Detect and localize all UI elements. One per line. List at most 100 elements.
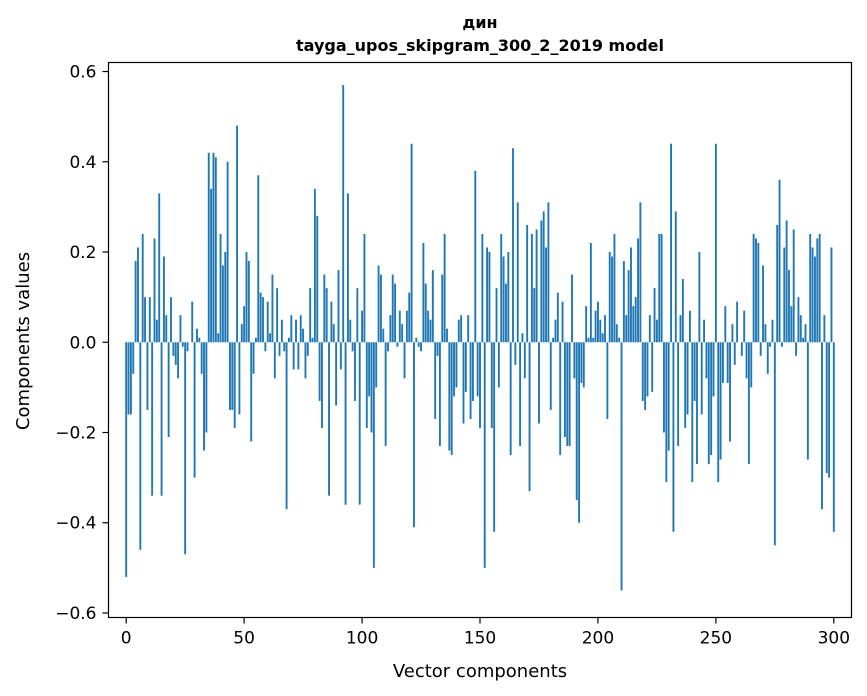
y-tick-label: −0.4 <box>55 514 96 534</box>
bar-110 <box>384 342 387 447</box>
bar-52 <box>247 261 250 343</box>
bar-253 <box>722 342 724 383</box>
bar-204 <box>606 342 609 419</box>
bar-170 <box>526 224 529 343</box>
bar-28 <box>191 301 194 343</box>
bar-171 <box>528 342 531 492</box>
bar-84 <box>323 274 326 343</box>
bar-5 <box>137 247 139 343</box>
bar-115 <box>396 342 399 347</box>
bar-206 <box>611 256 614 343</box>
bar-134 <box>441 274 444 343</box>
bar-59 <box>264 342 267 352</box>
bar-272 <box>766 342 769 374</box>
bar-179 <box>547 202 550 343</box>
bar-7 <box>141 233 144 343</box>
bar-136 <box>446 328 448 343</box>
bar-262 <box>743 310 746 343</box>
bar-143 <box>462 342 465 424</box>
bar-22 <box>177 342 180 379</box>
bar-174 <box>535 229 538 343</box>
bar-2 <box>129 342 132 415</box>
bar-70 <box>290 315 293 343</box>
x-tick-label: 200 <box>582 629 614 649</box>
bar-56 <box>257 175 260 343</box>
bar-48 <box>238 342 241 415</box>
bar-271 <box>764 324 767 343</box>
bar-121 <box>410 143 413 343</box>
bar-20 <box>172 342 175 356</box>
bar-102 <box>365 342 368 428</box>
bar-61 <box>269 333 272 343</box>
bar-104 <box>370 342 373 433</box>
bar-156 <box>493 342 496 532</box>
bar-78 <box>309 288 312 343</box>
bar-265 <box>750 342 753 388</box>
bar-82 <box>318 342 321 401</box>
bar-50 <box>243 306 246 343</box>
bar-159 <box>500 233 503 343</box>
bar-141 <box>457 319 460 343</box>
bar-13 <box>155 319 158 343</box>
x-axis-ticks: 0 50 100 150 200 250 300 <box>121 617 850 649</box>
bar-63 <box>273 342 276 379</box>
bar-185 <box>561 301 564 343</box>
bar-58 <box>262 297 264 343</box>
bar-235 <box>679 315 682 343</box>
bar-257 <box>731 324 734 343</box>
bar-89 <box>335 342 338 406</box>
bar-8 <box>144 297 147 343</box>
bar-77 <box>306 342 309 356</box>
bar-98 <box>356 288 359 343</box>
bar-194 <box>582 342 585 388</box>
bar-193 <box>580 342 583 383</box>
bar-295 <box>821 342 823 510</box>
bar-181 <box>552 337 555 343</box>
bar-196 <box>587 337 590 343</box>
bar-9 <box>146 342 149 410</box>
bar-111 <box>387 342 389 352</box>
bar-281 <box>788 270 790 343</box>
bar-276 <box>776 224 779 343</box>
bar-83 <box>321 342 323 428</box>
bar-87 <box>330 301 333 343</box>
bar-160 <box>502 256 505 343</box>
bar-1 <box>127 342 130 415</box>
bar-211 <box>622 261 625 343</box>
y-tick-label: 0.2 <box>69 243 96 263</box>
bar-114 <box>394 283 397 343</box>
bar-180 <box>549 342 552 410</box>
bar-99 <box>358 342 361 505</box>
bar-226 <box>658 233 661 343</box>
bar-299 <box>830 247 833 343</box>
bar-229 <box>665 342 668 483</box>
bar-176 <box>540 220 543 343</box>
bar-223 <box>651 342 654 392</box>
bar-67 <box>283 342 286 352</box>
bar-256 <box>729 342 731 442</box>
bar-130 <box>431 270 434 343</box>
bar-267 <box>755 238 757 343</box>
bar-175 <box>538 342 540 424</box>
bar-202 <box>601 333 604 343</box>
bar-53 <box>250 342 253 442</box>
bar-129 <box>429 319 432 343</box>
bar-106 <box>375 342 378 388</box>
bar-289 <box>806 342 809 460</box>
bar-68 <box>285 342 288 510</box>
bar-96 <box>351 342 354 352</box>
bar-279 <box>783 247 786 343</box>
bar-258 <box>733 342 736 365</box>
bar-16 <box>162 256 165 343</box>
bar-66 <box>280 319 283 343</box>
bar-232 <box>672 342 675 532</box>
bars-group <box>125 85 835 591</box>
bar-62 <box>271 274 274 343</box>
bar-145 <box>467 315 470 343</box>
bar-222 <box>648 315 651 343</box>
bar-186 <box>563 342 566 438</box>
bar-184 <box>559 342 562 456</box>
bar-140 <box>455 342 458 388</box>
bar-151 <box>481 233 484 343</box>
